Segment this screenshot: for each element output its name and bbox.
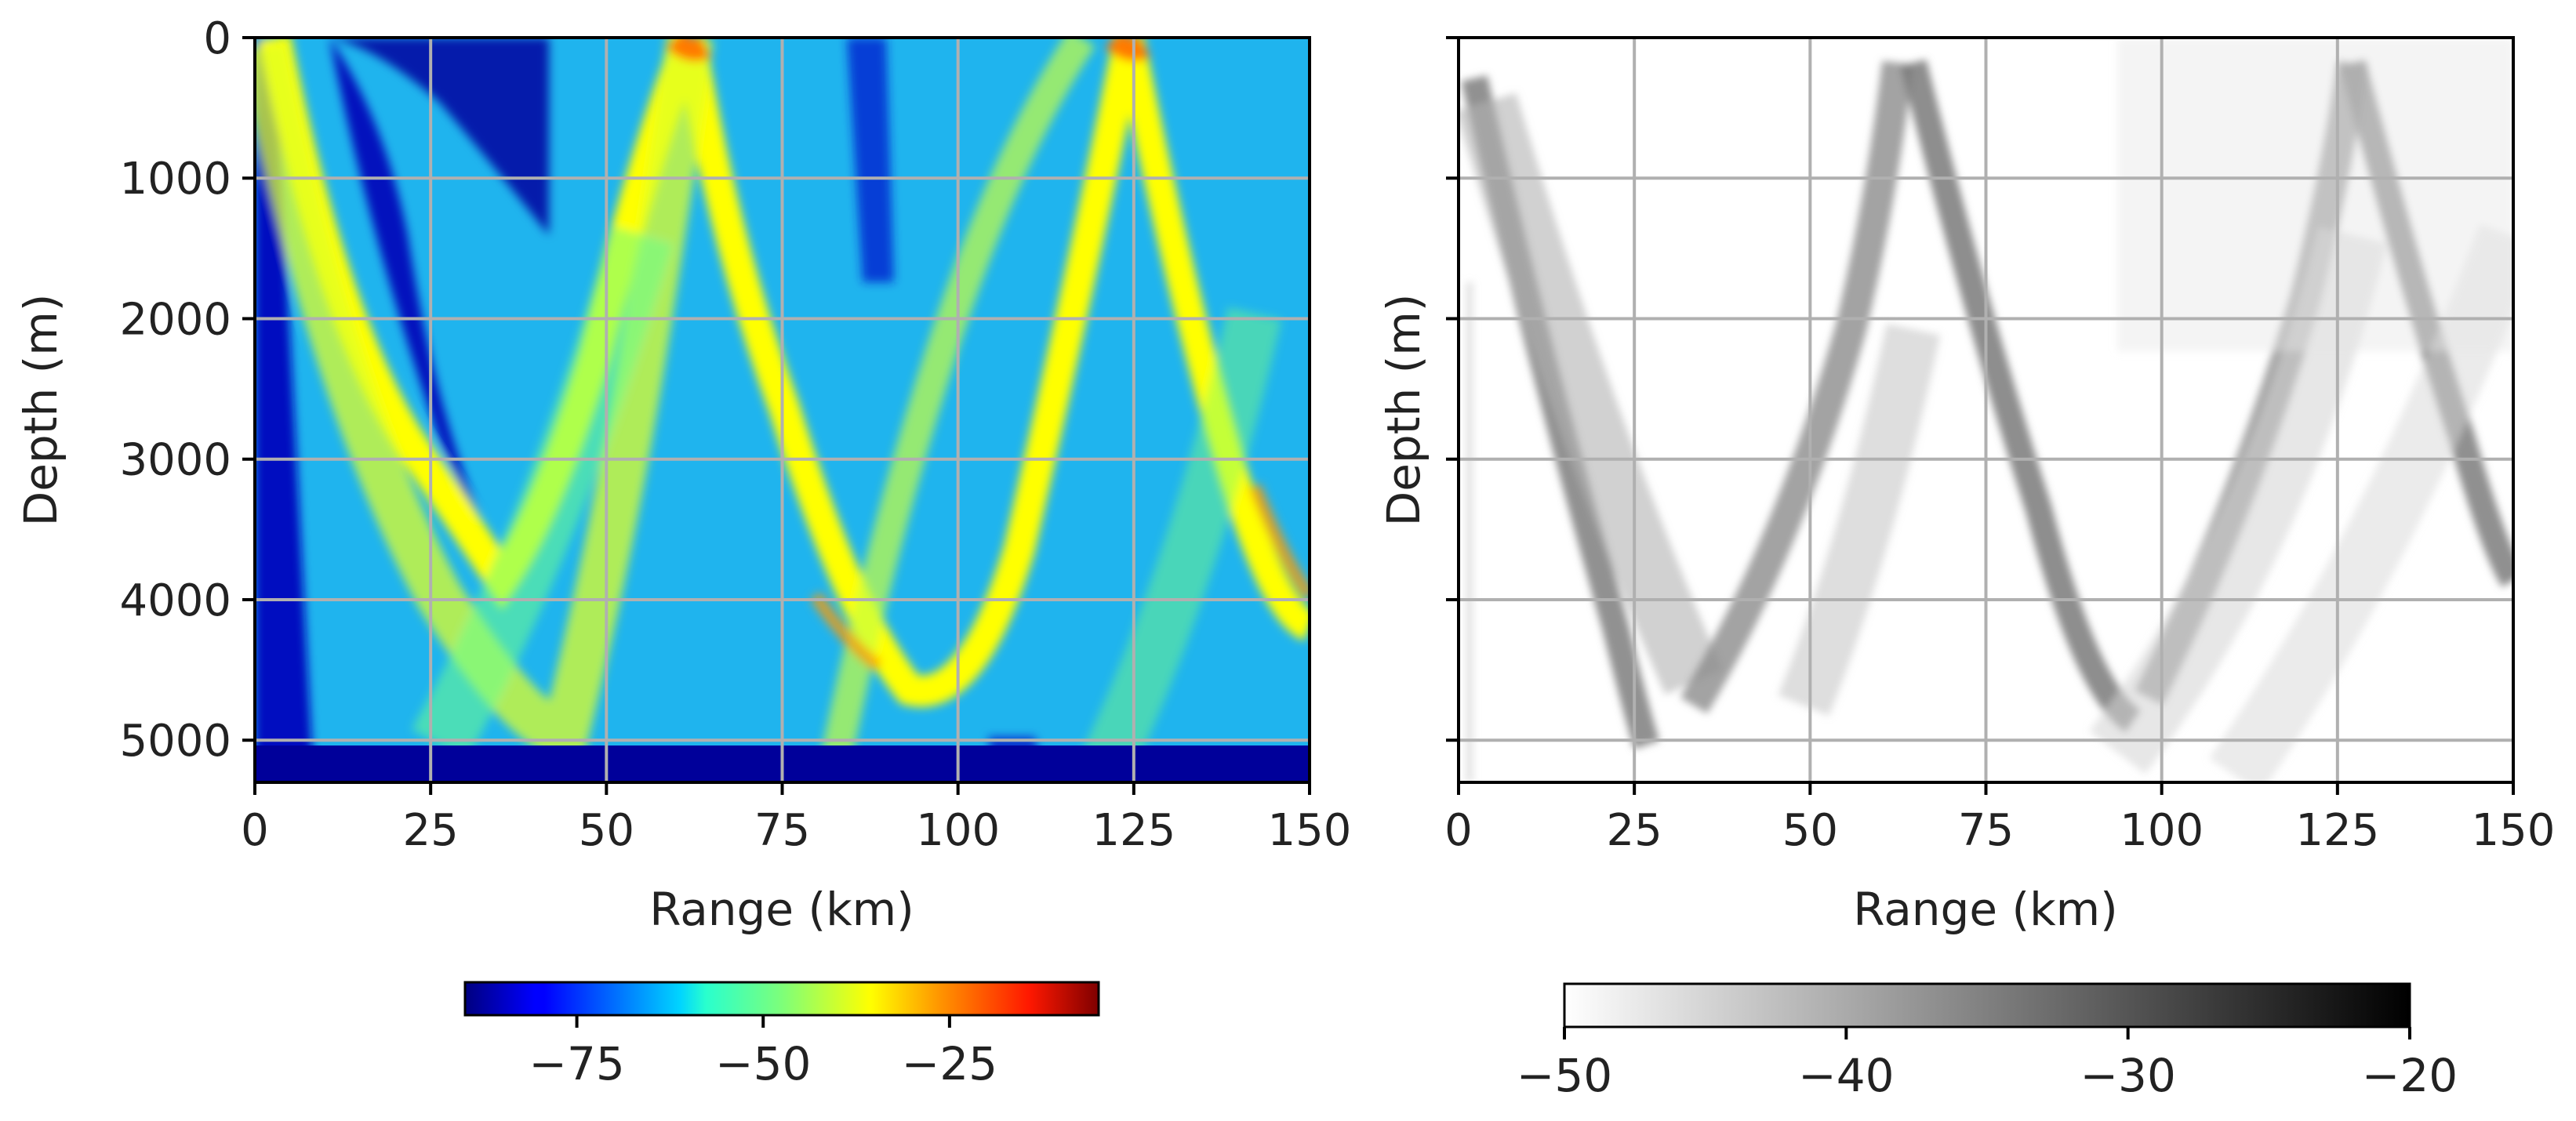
left-x-axis-label: Range (km) bbox=[649, 883, 914, 936]
y-tick-label: 2000 bbox=[119, 294, 231, 345]
y-tick-label: 3000 bbox=[119, 435, 231, 486]
right-colorbar-ticks: −50 −40 −30 −20 bbox=[1517, 1027, 2458, 1102]
colorbar-tick-label: −20 bbox=[2362, 1049, 2458, 1102]
left-y-ticks: 0 1000 2000 3000 4000 5000 bbox=[119, 13, 255, 767]
x-tick-label: 0 bbox=[241, 805, 269, 856]
y-tick-label: 1000 bbox=[119, 154, 231, 205]
right-y-axis-label: Depth (m) bbox=[1377, 294, 1430, 527]
left-heatmap-panel: 0 25 50 75 100 125 150 0 1000 2000 3000 4000 5000 R… bbox=[14, 13, 1351, 936]
right-x-ticks: 0 25 50 75 100 125 150 bbox=[1444, 782, 2555, 856]
x-tick-label: 75 bbox=[1958, 805, 2014, 856]
y-tick-label: 0 bbox=[203, 13, 231, 64]
x-tick-label: 150 bbox=[1268, 805, 1352, 856]
y-tick-label: 4000 bbox=[119, 575, 231, 626]
colorbar-tick-label: −50 bbox=[715, 1037, 811, 1090]
x-tick-label: 100 bbox=[2120, 805, 2204, 856]
colorbar-tick-label: −50 bbox=[1517, 1049, 1612, 1102]
left-colorbar: −75 −50 −25 bbox=[463, 981, 1100, 1090]
x-tick-label: 50 bbox=[1782, 805, 1838, 856]
colorbar-tick-label: −40 bbox=[1798, 1049, 1894, 1102]
right-heatmap-panel: 0 25 50 75 100 125 150 Range (km) Depth (m) bbox=[1377, 36, 2555, 936]
x-tick-label: 0 bbox=[1444, 805, 1473, 856]
left-y-axis-label: Depth (m) bbox=[14, 294, 67, 527]
x-tick-label: 75 bbox=[754, 805, 810, 856]
colorbar-tick-label: −25 bbox=[902, 1037, 997, 1090]
y-tick-label: 5000 bbox=[119, 716, 231, 767]
left-colorbar-ticks: −75 −50 −25 bbox=[529, 1015, 997, 1090]
x-tick-label: 100 bbox=[916, 805, 1000, 856]
right-x-axis-label: Range (km) bbox=[1853, 883, 2118, 936]
left-x-ticks: 0 25 50 75 100 125 150 bbox=[241, 782, 1351, 856]
x-tick-label: 25 bbox=[1607, 805, 1662, 856]
x-tick-label: 25 bbox=[403, 805, 459, 856]
colorbar-tick-label: −30 bbox=[2080, 1049, 2175, 1102]
x-tick-label: 125 bbox=[1092, 805, 1175, 856]
colorbar-tick-label: −75 bbox=[529, 1037, 624, 1090]
right-colorbar-gradient bbox=[1563, 982, 2411, 1028]
left-colorbar-gradient bbox=[463, 981, 1100, 1017]
x-tick-label: 50 bbox=[579, 805, 634, 856]
right-colorbar: −50 −40 −30 −20 bbox=[1517, 982, 2458, 1102]
x-tick-label: 150 bbox=[2472, 805, 2556, 856]
right-y-ticks bbox=[1446, 36, 1459, 742]
x-tick-label: 125 bbox=[2295, 805, 2379, 856]
